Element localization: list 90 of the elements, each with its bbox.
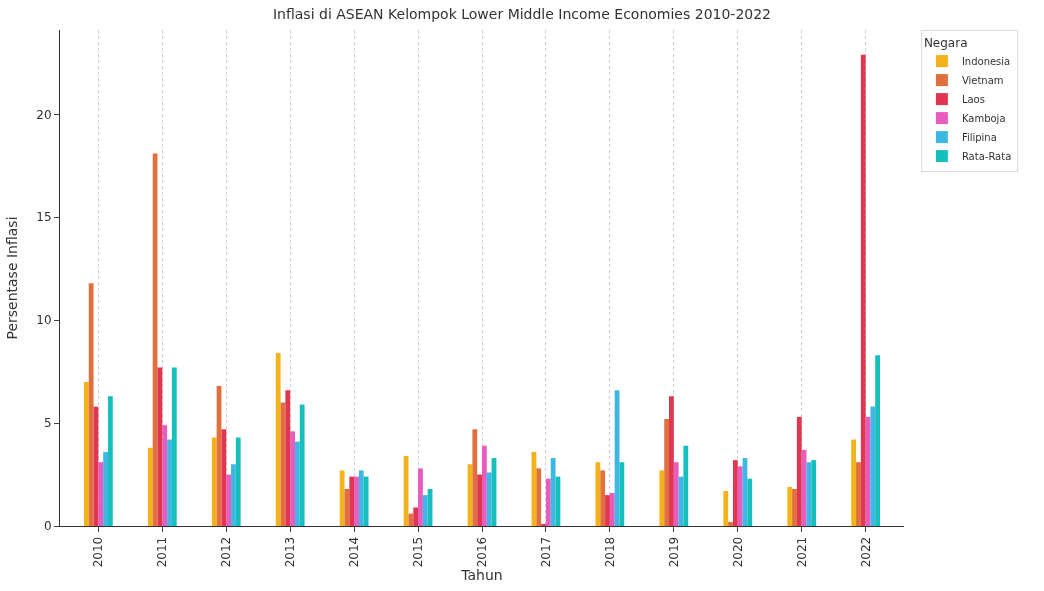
bar bbox=[354, 476, 359, 526]
bar bbox=[339, 470, 345, 526]
x-tick-label: 2013 bbox=[283, 536, 298, 568]
x-tick-label: 2019 bbox=[666, 536, 681, 568]
y-tick-label: 5 bbox=[43, 416, 52, 431]
bar bbox=[171, 367, 177, 526]
chart-title: Inflasi di ASEAN Kelompok Lower Middle Income Economies 2010-2022 bbox=[272, 5, 772, 22]
bar bbox=[152, 153, 158, 526]
bar bbox=[619, 462, 625, 526]
bar bbox=[103, 451, 108, 526]
x-tick-label: 2011 bbox=[155, 536, 170, 568]
bar bbox=[231, 464, 236, 526]
bar bbox=[870, 406, 876, 526]
bar bbox=[737, 466, 743, 526]
legend-label: Filipina bbox=[961, 132, 997, 143]
legend-label: Vietnam bbox=[961, 75, 1004, 86]
bar bbox=[811, 460, 817, 526]
bar bbox=[723, 491, 729, 526]
bar bbox=[363, 476, 369, 526]
bar bbox=[408, 513, 414, 526]
bar bbox=[609, 493, 615, 526]
bar bbox=[541, 523, 546, 526]
bar bbox=[107, 396, 113, 526]
bar bbox=[349, 476, 355, 526]
x-tick-label: 2022 bbox=[858, 536, 873, 568]
bar bbox=[221, 429, 227, 526]
bar bbox=[486, 472, 492, 526]
bar bbox=[683, 445, 689, 526]
bar bbox=[536, 468, 542, 526]
y-tick-label: 15 bbox=[36, 210, 52, 225]
y-axis-title: Persentase Inflasi bbox=[3, 216, 20, 340]
bar bbox=[285, 390, 291, 526]
bar bbox=[747, 478, 753, 526]
bar bbox=[545, 478, 551, 526]
bar bbox=[422, 495, 428, 526]
x-tick-label: 2010 bbox=[91, 536, 106, 568]
bar bbox=[732, 460, 738, 526]
bar bbox=[167, 439, 172, 526]
bar bbox=[806, 462, 812, 526]
x-tick-label: 2014 bbox=[347, 536, 362, 568]
legend-label: Rata-Rata bbox=[961, 151, 1012, 162]
bar bbox=[211, 437, 217, 526]
bar bbox=[358, 470, 364, 526]
bar bbox=[418, 468, 423, 526]
bar bbox=[875, 355, 881, 526]
legend-label: Kamboja bbox=[961, 113, 1006, 124]
legend-title: Negara bbox=[923, 35, 968, 50]
bar bbox=[294, 441, 300, 526]
bar bbox=[664, 418, 670, 526]
bar bbox=[860, 54, 866, 526]
bar bbox=[275, 353, 281, 526]
bar bbox=[673, 462, 679, 526]
bar bbox=[796, 416, 802, 526]
bar bbox=[162, 425, 168, 526]
bar bbox=[147, 447, 153, 526]
x-tick-label: 2021 bbox=[794, 536, 809, 568]
bar bbox=[472, 429, 478, 526]
bar bbox=[83, 381, 89, 526]
y-tick-label: 20 bbox=[36, 107, 52, 122]
bar bbox=[669, 396, 674, 526]
bar bbox=[299, 404, 305, 526]
x-tick-label: 2020 bbox=[730, 536, 745, 568]
bar bbox=[550, 458, 556, 526]
bar bbox=[728, 521, 733, 526]
bar bbox=[856, 462, 861, 526]
y-tick-label: 0 bbox=[43, 519, 52, 534]
bar bbox=[88, 283, 94, 526]
bar bbox=[477, 474, 482, 526]
bar bbox=[851, 439, 857, 526]
bar bbox=[659, 470, 665, 526]
x-tick-label: 2012 bbox=[219, 536, 234, 568]
x-tick-label: 2017 bbox=[538, 536, 553, 568]
bar bbox=[600, 470, 606, 526]
bar bbox=[226, 474, 232, 526]
bar bbox=[792, 488, 797, 526]
bar bbox=[290, 431, 295, 526]
x-tick-label: 2015 bbox=[410, 536, 425, 568]
bar bbox=[605, 495, 610, 526]
legend-label: Indonesia bbox=[961, 56, 1011, 67]
y-tick-label: 10 bbox=[36, 313, 52, 328]
x-axis-title: Tahun bbox=[460, 567, 503, 584]
bar bbox=[413, 507, 419, 526]
bar bbox=[235, 437, 241, 526]
bar bbox=[787, 486, 793, 526]
x-tick-label: 2018 bbox=[602, 536, 617, 568]
bar bbox=[595, 462, 601, 526]
bar bbox=[482, 445, 487, 526]
x-tick-label: 2016 bbox=[474, 536, 489, 568]
legend-label: Laos bbox=[961, 94, 985, 105]
bar bbox=[98, 462, 104, 526]
